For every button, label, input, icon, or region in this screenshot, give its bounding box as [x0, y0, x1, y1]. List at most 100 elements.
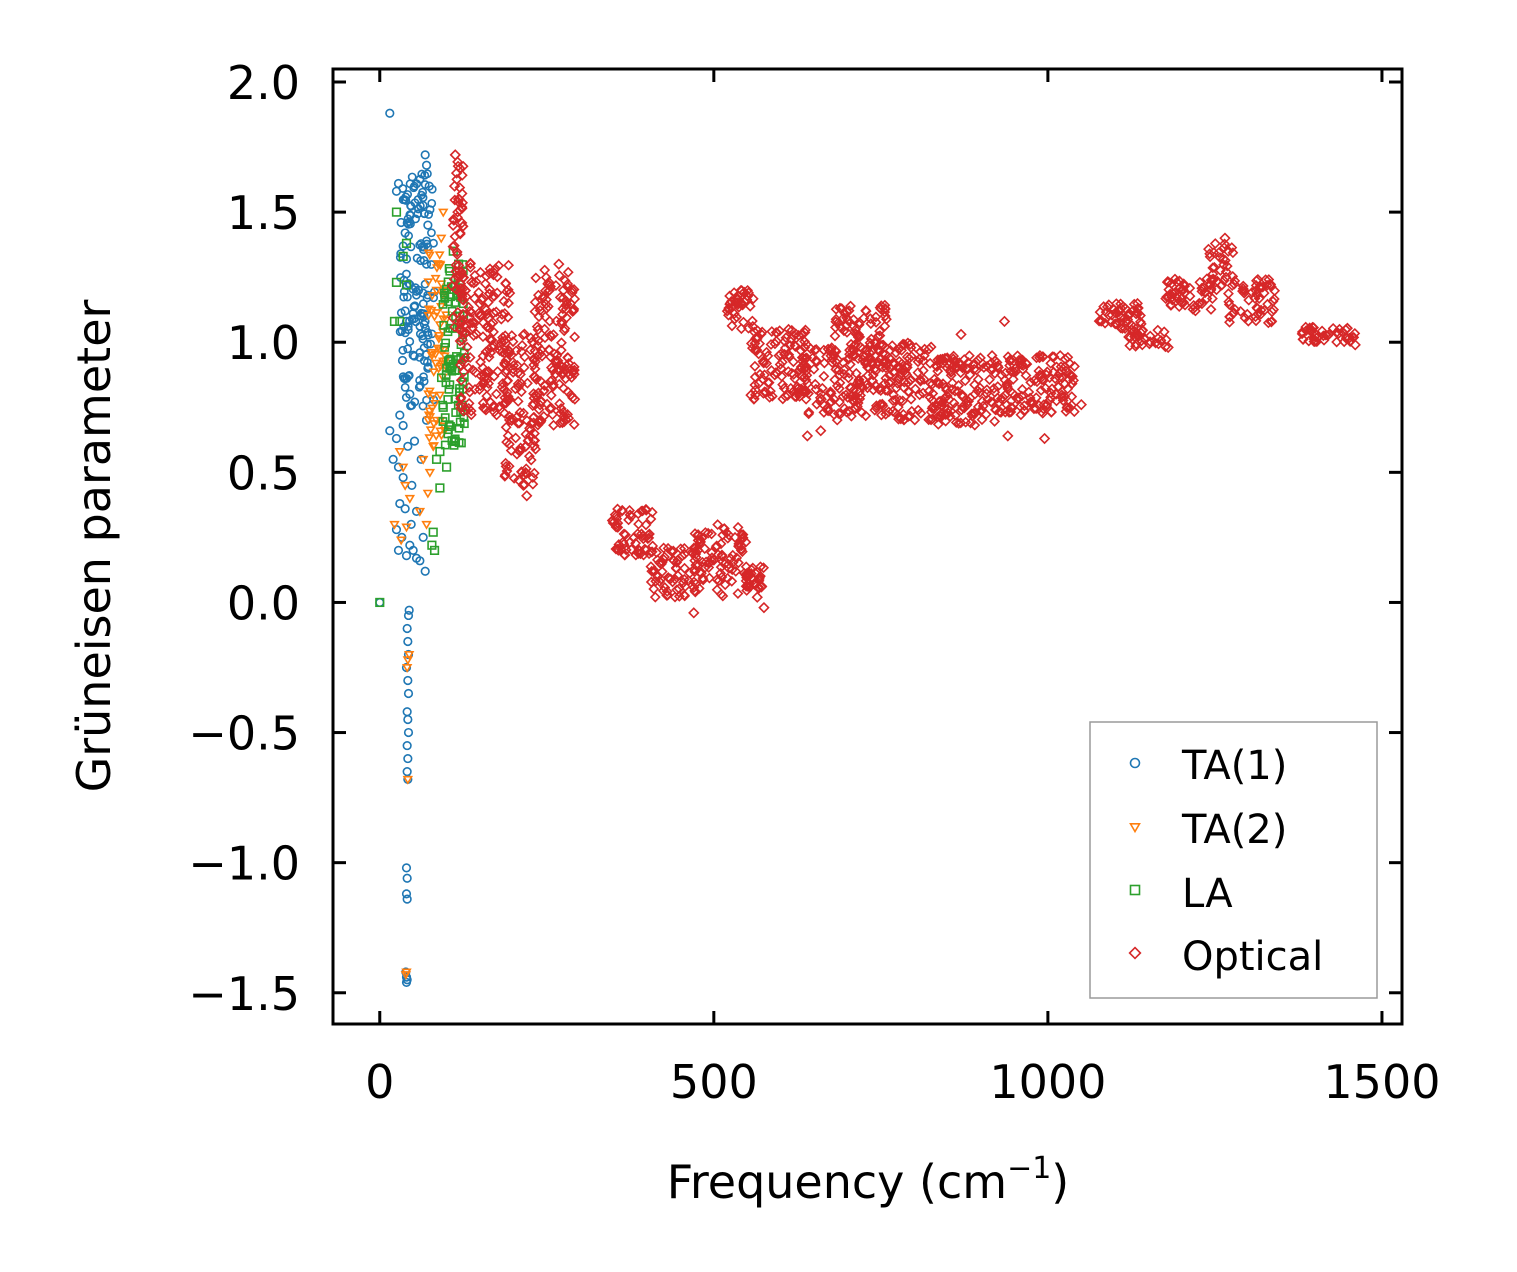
- data-point: [829, 330, 841, 342]
- data-point: [477, 293, 488, 305]
- data-point: [402, 775, 414, 785]
- data-point: [974, 386, 986, 398]
- data-point: [421, 520, 432, 530]
- data-point: [1349, 327, 1361, 339]
- data-point: [412, 287, 421, 296]
- data-point: [545, 402, 557, 414]
- data-point: [833, 408, 844, 420]
- data-point: [889, 407, 901, 419]
- data-point: [434, 260, 446, 270]
- data-point: [498, 295, 510, 307]
- data-point: [459, 352, 471, 364]
- legend-marker-la: [1129, 884, 1141, 896]
- data-point: [873, 383, 885, 395]
- data-point: [909, 383, 921, 395]
- data-point: [1268, 304, 1280, 316]
- data-point: [953, 380, 964, 391]
- data-point: [562, 278, 574, 290]
- data-point: [1194, 298, 1205, 310]
- data-point: [890, 382, 902, 394]
- data-point: [1223, 296, 1235, 308]
- data-point: [1222, 288, 1234, 300]
- data-point: [632, 528, 644, 540]
- data-point: [1219, 238, 1230, 250]
- data-point: [448, 180, 461, 192]
- data-point: [746, 315, 758, 327]
- data-point: [877, 361, 889, 373]
- data-point: [723, 562, 735, 574]
- data-point: [408, 350, 418, 360]
- data-point: [870, 311, 882, 323]
- data-point: [430, 359, 441, 369]
- data-point: [566, 284, 578, 296]
- data-point: [997, 391, 1009, 403]
- data-point: [1235, 305, 1247, 317]
- data-point: [726, 575, 738, 587]
- data-point: [554, 291, 566, 303]
- data-point: [500, 460, 512, 472]
- data-point: [769, 338, 781, 350]
- data-point: [801, 430, 814, 442]
- series-ta-1-: [375, 108, 439, 987]
- data-point: [395, 316, 405, 327]
- data-point: [716, 550, 728, 562]
- data-point: [502, 375, 514, 386]
- data-point: [699, 527, 711, 538]
- data-point: [1005, 401, 1017, 413]
- data-point: [1059, 361, 1071, 373]
- data-point: [822, 343, 834, 355]
- data-point: [1343, 332, 1355, 344]
- data-point: [1025, 396, 1037, 408]
- data-point: [870, 400, 882, 412]
- data-point: [752, 325, 764, 337]
- data-point: [735, 543, 747, 555]
- data-point: [395, 498, 405, 509]
- data-point: [1094, 306, 1106, 318]
- data-point: [440, 294, 450, 303]
- data-point: [1007, 373, 1019, 385]
- data-point: [847, 394, 859, 406]
- data-point: [721, 527, 733, 539]
- data-point: [1224, 316, 1235, 328]
- data-point: [1067, 370, 1078, 382]
- data-point: [456, 217, 468, 229]
- data-point: [818, 406, 830, 418]
- data-point: [837, 312, 849, 324]
- data-point: [503, 414, 515, 426]
- data-point: [568, 284, 580, 295]
- data-point: [1163, 291, 1175, 303]
- data-point: [402, 623, 412, 634]
- data-point: [510, 432, 522, 444]
- x-tick-label: 1500: [1323, 1055, 1440, 1109]
- data-point: [391, 277, 402, 287]
- data-point: [999, 406, 1011, 418]
- data-point: [976, 414, 988, 426]
- data-point: [465, 405, 477, 417]
- data-point: [1150, 337, 1162, 349]
- data-point: [862, 370, 874, 381]
- data-point: [766, 390, 778, 402]
- data-point: [409, 436, 420, 446]
- data-point: [803, 408, 815, 420]
- data-point: [1227, 270, 1239, 282]
- data-point: [691, 558, 703, 570]
- data-point: [868, 337, 880, 349]
- data-point: [927, 401, 939, 413]
- data-point: [536, 350, 548, 362]
- data-point: [427, 291, 438, 301]
- data-point: [518, 328, 530, 340]
- data-point: [1269, 285, 1281, 297]
- data-point: [429, 545, 440, 556]
- data-point: [782, 390, 794, 402]
- data-point: [455, 359, 467, 371]
- data-point: [881, 385, 893, 397]
- data-point: [515, 386, 527, 398]
- data-point: [480, 346, 492, 358]
- data-point: [1198, 282, 1210, 294]
- data-point: [508, 359, 520, 371]
- data-point: [769, 369, 781, 381]
- data-point: [436, 234, 447, 244]
- data-point: [470, 367, 482, 378]
- data-point: [431, 432, 442, 441]
- data-point: [1266, 315, 1278, 327]
